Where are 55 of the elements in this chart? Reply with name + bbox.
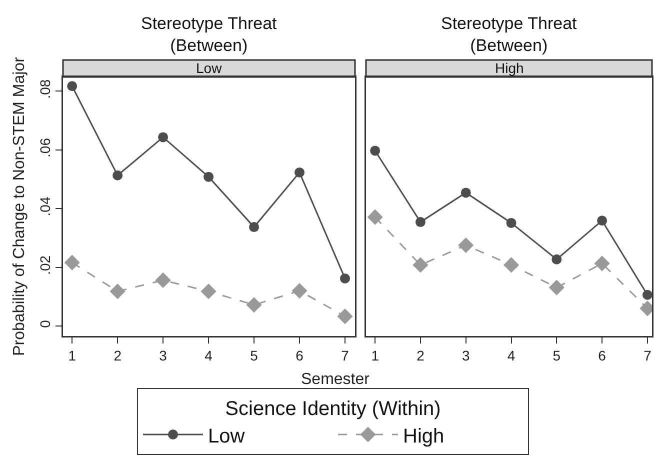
point — [412, 257, 428, 273]
x-tick-label: 6 — [598, 347, 606, 364]
point — [594, 256, 610, 272]
x-axis-title: Semester — [301, 371, 370, 388]
point — [642, 290, 652, 300]
x-tick-label: 2 — [416, 347, 425, 364]
y-axis-title: Probability of Change to Non-STEM Major — [11, 56, 28, 356]
point — [204, 172, 214, 182]
point — [370, 146, 380, 156]
legend-title: Science Identity (Within) — [225, 398, 441, 420]
point — [415, 217, 426, 228]
x-tick-label: 3 — [159, 347, 168, 364]
point — [597, 216, 608, 226]
point — [294, 167, 305, 178]
y-tick-label: .08 — [36, 79, 53, 99]
y-tick-label: .04 — [36, 196, 53, 216]
x-tick-label: 3 — [462, 347, 470, 364]
point — [67, 81, 78, 92]
point — [503, 257, 520, 273]
point — [249, 222, 260, 232]
x-tick-label: 7 — [341, 347, 350, 364]
x-tick-label: 2 — [114, 347, 122, 364]
point — [292, 282, 308, 299]
point — [200, 284, 216, 300]
x-tick-label: 4 — [204, 347, 213, 364]
x-tick-label: 1 — [68, 347, 76, 364]
y-tick-label: 0 — [36, 320, 53, 328]
point — [158, 132, 168, 142]
point — [460, 188, 471, 198]
point — [337, 308, 353, 324]
chart-subtitle: Low — [196, 60, 223, 76]
point — [110, 284, 126, 300]
chart-title: Stereotype Threat (Between) — [441, 14, 578, 56]
legend-label: High — [403, 425, 444, 448]
chart-subtitle: High — [495, 60, 524, 76]
point — [552, 254, 562, 264]
point — [458, 237, 474, 254]
x-tick-label: 1 — [371, 347, 380, 364]
point — [340, 273, 350, 284]
point — [155, 272, 171, 288]
point — [246, 297, 262, 313]
point — [548, 280, 564, 296]
legend-label: Low — [208, 425, 246, 448]
point — [112, 170, 123, 180]
y-tick-label: .06 — [36, 138, 53, 158]
y-tick-label: .02 — [36, 255, 53, 275]
point — [367, 209, 383, 225]
x-tick-label: 5 — [552, 347, 561, 364]
x-tick-label: 7 — [644, 347, 652, 364]
x-tick-label: 4 — [507, 347, 516, 364]
chart-title: Stereotype Threat (Between) — [141, 14, 278, 56]
x-tick-label: 5 — [250, 347, 258, 364]
point — [506, 218, 516, 228]
point — [64, 254, 80, 270]
x-tick-label: 6 — [296, 347, 304, 364]
